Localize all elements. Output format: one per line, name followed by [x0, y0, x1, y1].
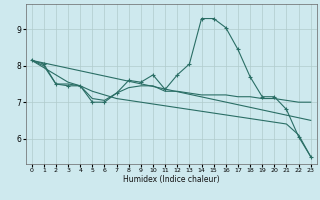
X-axis label: Humidex (Indice chaleur): Humidex (Indice chaleur) — [123, 175, 220, 184]
